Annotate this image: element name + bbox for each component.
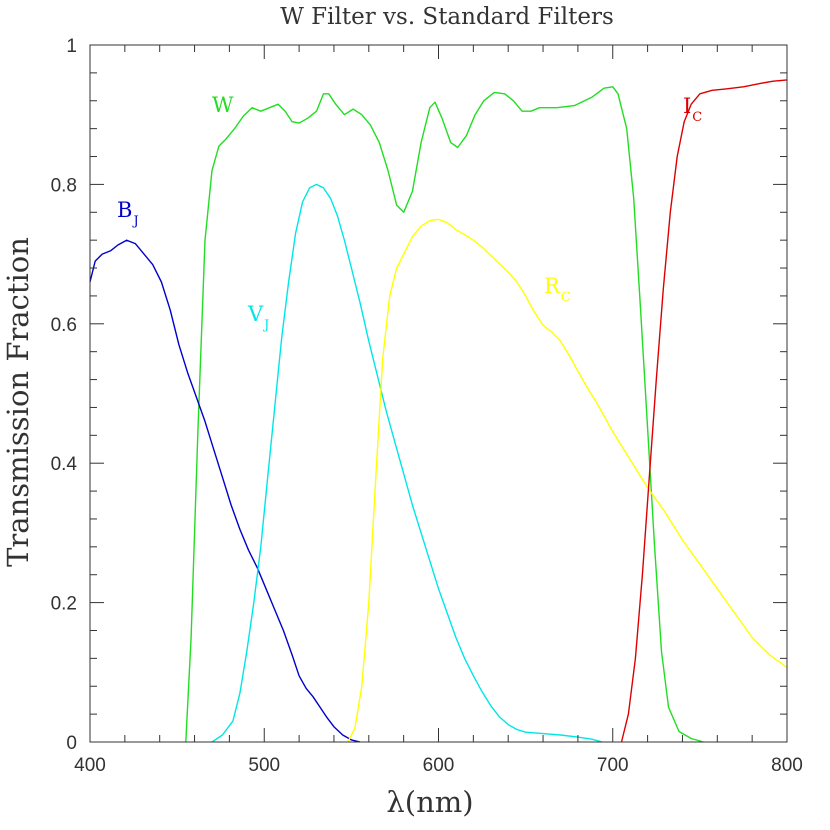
x-tick-label: 400 (74, 755, 106, 776)
y-axis-title: Transmission Fraction (1, 237, 35, 567)
series-label-r-c: RC (544, 274, 571, 305)
x-axis-title: λ(nm) (386, 785, 473, 819)
series-line-b-j (89, 239, 361, 743)
y-tick-label: 0.2 (51, 594, 77, 615)
chart-title: W Filter vs. Standard Filters (280, 4, 614, 30)
series-label-b-j: BJ (117, 198, 139, 229)
series-line-r-c (347, 218, 788, 743)
series-line-i-c (620, 79, 788, 743)
y-tick-label: 0 (66, 733, 77, 754)
ticks-layer: 400 500 600 700 800 0 0.2 0.4 0.6 0.8 1 (51, 36, 803, 776)
y-tick-label: 0.8 (51, 175, 77, 196)
series-label-i-c: IC (683, 94, 702, 125)
y-tick-label: 1 (66, 36, 77, 57)
x-tick-label: 500 (248, 755, 280, 776)
x-tick-label: 800 (771, 755, 803, 776)
x-tick-label: 600 (423, 755, 455, 776)
x-tick-label: 700 (597, 755, 629, 776)
series-label-w: W (212, 93, 234, 117)
series-label-v-j: VJ (247, 302, 269, 333)
y-tick-label: 0.6 (51, 315, 77, 336)
series-layer (89, 79, 788, 743)
y-tick-label: 0.4 (51, 454, 78, 475)
series-line-v-j (211, 183, 603, 743)
labels-layer: W BJ VJ RC IC (117, 93, 702, 333)
series-line-w (185, 86, 704, 743)
